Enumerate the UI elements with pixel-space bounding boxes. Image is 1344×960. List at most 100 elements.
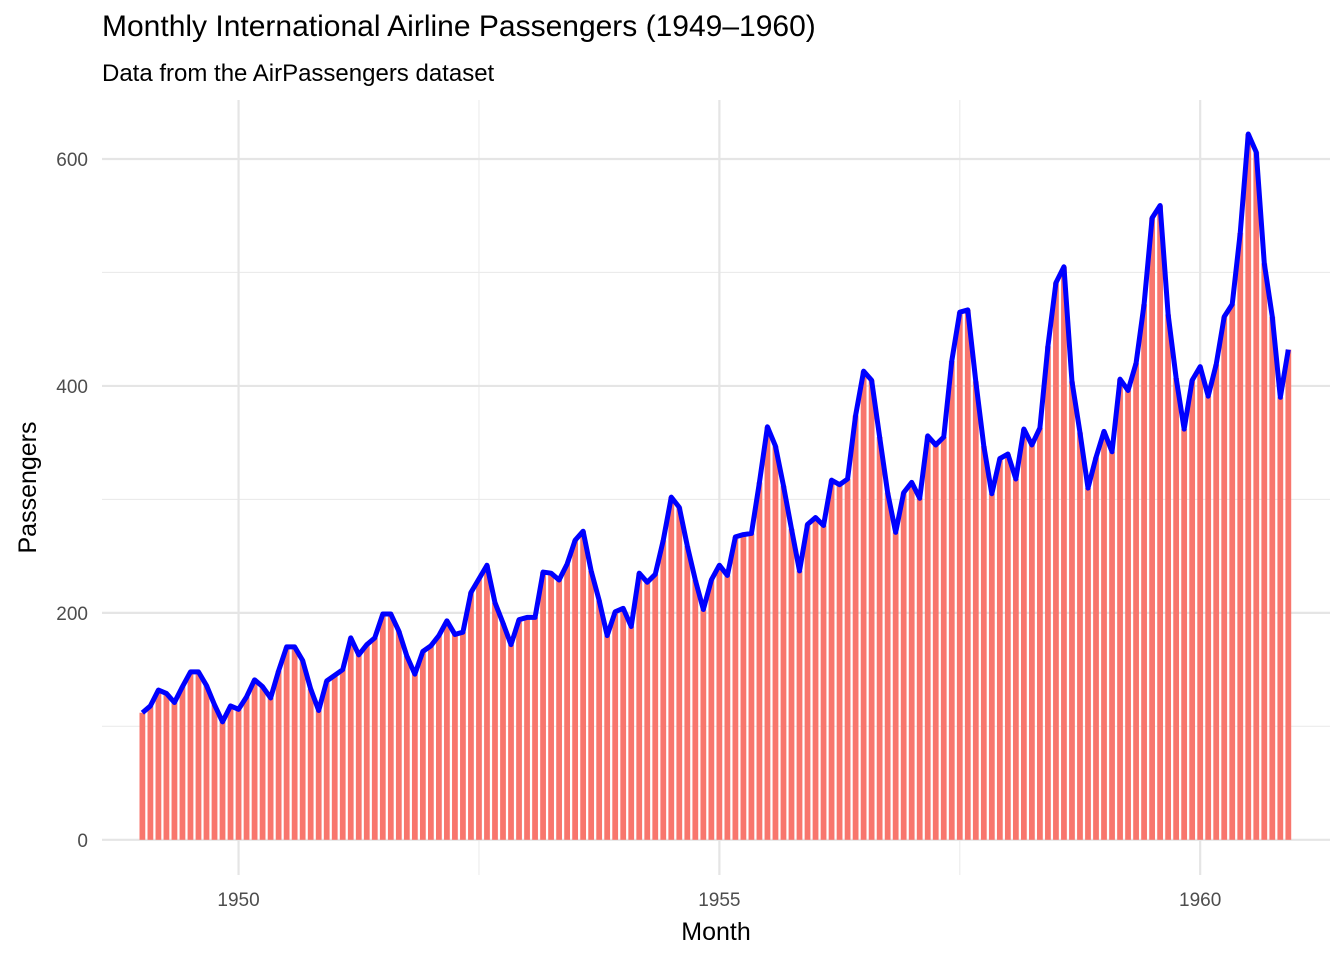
bar [355,654,362,840]
bar [403,656,410,840]
bar [363,644,370,840]
bar [860,371,867,840]
bar [1245,134,1252,840]
bar [932,444,939,840]
bar [964,309,971,840]
bar [243,696,250,840]
bar [836,484,843,840]
bar [299,660,306,840]
bar [780,485,787,840]
bar [267,697,274,840]
bar [564,564,570,840]
bar [1020,429,1027,840]
bar [884,492,891,840]
bar [540,572,546,840]
bar [1093,457,1099,840]
bar [580,531,587,840]
bar [476,578,482,840]
bar [1085,488,1091,840]
bars [139,134,1292,840]
bar [604,635,611,840]
y-tick-label: 200 [56,604,88,625]
bar [1181,429,1188,840]
bar [211,704,218,840]
bar [996,458,1003,840]
bar [1133,363,1139,840]
y-tick-label: 400 [56,377,88,398]
bar [171,702,178,840]
bar [163,693,170,840]
bar [1189,380,1196,840]
bar [948,360,955,840]
bar [956,312,963,840]
bar [283,646,290,840]
bar [660,540,667,840]
bar [331,675,338,840]
bar [227,705,234,840]
series-line [140,131,1291,725]
bar [1037,427,1043,840]
bar [644,582,651,840]
bar [291,646,298,840]
bar [652,574,659,840]
bar [532,617,538,840]
bar [339,669,346,840]
bar [1221,316,1228,840]
bar [1053,282,1059,840]
bar [1077,432,1083,840]
bar [556,579,562,840]
bar [748,533,755,840]
bar [788,528,795,840]
bar [315,710,322,840]
bar [820,525,827,840]
bar [307,688,314,840]
bar [436,635,442,840]
bar [323,680,330,840]
bar [1269,316,1276,840]
bar [155,690,162,840]
bar [1125,390,1131,840]
bar [700,609,707,840]
bar [572,540,579,840]
bar [876,437,883,840]
bar [468,592,474,840]
bar [1213,364,1220,840]
bar [868,380,875,840]
bar [484,565,490,840]
bar [1261,263,1268,840]
bar [812,517,819,840]
bar [716,565,723,840]
bar [195,671,202,840]
bar [596,600,603,840]
bar [139,712,146,840]
bar [628,626,635,840]
bar [620,608,627,840]
bar [764,426,771,840]
bar [203,685,210,840]
bar [676,507,683,840]
bar [1173,378,1180,840]
bar [588,570,595,840]
bar [419,651,426,840]
bar [1277,397,1284,840]
x-tick-label: 1950 [217,890,259,911]
bar [612,611,619,840]
bar [908,482,915,840]
bar [427,645,434,840]
bar [1004,454,1011,840]
y-tick-label: 0 [77,831,88,852]
bar [187,671,194,840]
bar [740,534,747,840]
x-axis-label: Month [681,918,750,946]
bar [980,446,987,840]
bar [500,623,506,840]
bar [1061,266,1067,840]
bar [772,446,779,840]
bar [1229,304,1236,840]
bar [387,614,394,840]
bar [1069,381,1075,840]
bar [972,381,979,840]
bar [444,620,450,840]
